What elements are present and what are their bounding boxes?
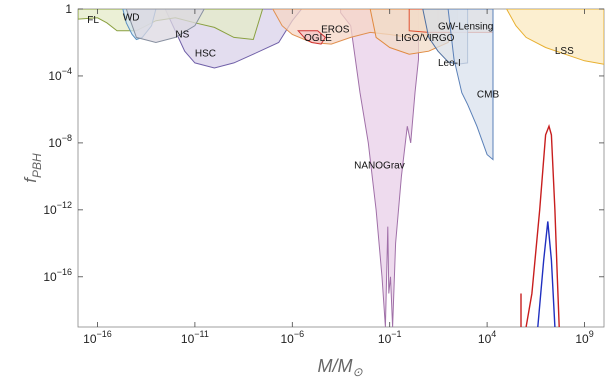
y-axis-label: fPBH [21,153,44,183]
region-label-eros: EROS [321,24,350,35]
y-tick-label: 10−4 [48,66,72,83]
plot-area [77,8,605,328]
region-label-ns: NS [175,29,189,40]
region-ogle [297,30,327,45]
x-tick-label: 104 [478,329,496,346]
x-tick-label: 10−16 [83,329,112,346]
region-ns [125,9,205,44]
y-tick-label: 10−16 [43,267,72,284]
region-label-nanograv: NANOGrav [354,160,405,171]
region-label-wd: WD [123,13,140,24]
y-tick-label: 10−12 [43,200,72,217]
region-label-fl: FL [87,15,99,26]
x-axis-label: M/M⊙ [317,356,363,379]
region-label-ogle: OGLE [304,33,332,44]
series-curve-3 [537,221,556,327]
x-tick-label: 109 [575,329,593,346]
region-lss [506,9,604,65]
region-label-cmb: CMB [477,90,500,101]
region-nanograv [340,9,419,327]
y-tick-label: 10−8 [48,133,72,150]
region-label-gw-lensing: GW-Lensing [438,21,493,32]
x-tick-label: 10−6 [280,329,304,346]
series-curve-1 [525,123,560,327]
region-label-ligo-virgo: LIGO/VIRGO [396,33,455,44]
x-tick-label: 10−11 [181,329,209,346]
region-cmb [447,9,494,161]
region-label-lss: LSS [555,46,574,57]
y-tick-label: 1 [65,2,72,16]
x-tick-label: 10−1 [378,329,402,346]
region-label-leo-i: Leo-I [438,58,461,69]
region-label-hsc: HSC [195,48,216,59]
